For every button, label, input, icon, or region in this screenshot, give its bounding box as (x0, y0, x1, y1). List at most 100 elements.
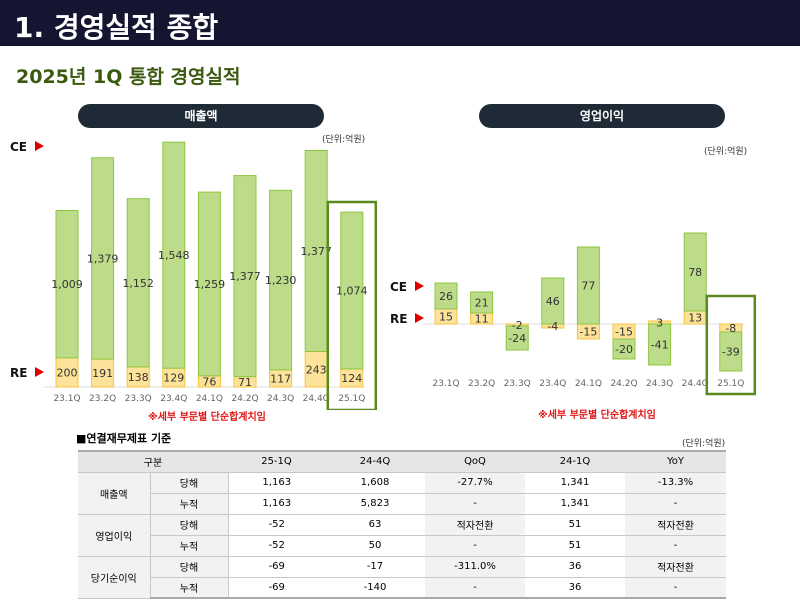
sales-chart-title: 매출액 (78, 104, 324, 128)
x-tick-label: 23.1Q (53, 394, 80, 404)
ce-value-label: 1,377 (300, 245, 332, 258)
table-cell: 1,163 (228, 472, 325, 494)
col-header: YoY (625, 450, 726, 473)
table-cell: - (425, 577, 525, 599)
play-arrow-icon (35, 367, 44, 377)
x-tick-label: 24.3Q (267, 394, 294, 404)
play-arrow-icon (415, 281, 424, 291)
row-group-label: 매출액 (78, 472, 151, 515)
op-profit-chart-title: 영업이익 (479, 104, 725, 128)
x-tick-label: 24.1Q (575, 379, 602, 389)
row-type-label: 누적 (150, 493, 229, 515)
table-cell: 1,341 (525, 472, 625, 494)
highlight-box (705, 294, 757, 396)
col-header: 24-1Q (525, 450, 625, 473)
ce-value-label: 77 (581, 280, 595, 293)
op-unit: (단위:억원) (704, 147, 748, 157)
re-value-label: 191 (92, 367, 113, 380)
table-cell: 1,608 (325, 472, 425, 494)
ce-bar (541, 277, 565, 325)
play-arrow-icon (35, 141, 44, 151)
ce-value-label: 1,152 (122, 277, 154, 290)
table-row: 누적 1,163 5,823-1,341- (78, 493, 726, 515)
table-title: ■연결재무제표 기준 (76, 432, 172, 445)
play-arrow-icon (415, 313, 424, 323)
re-value-label: 76 (202, 375, 216, 388)
table-cell: -27.7% (425, 472, 525, 494)
ce-bar (55, 209, 79, 359)
table-cell: - (625, 493, 726, 515)
table-cell: -311.0% (425, 556, 525, 578)
table-cell: - (625, 535, 726, 557)
x-tick-label: 24.1Q (196, 394, 223, 404)
table-cell: 50 (325, 535, 425, 557)
table-cell: 적자전환 (625, 556, 726, 578)
table-row: 당기순이익 당해 -69 -17 -311.0% 36 적자전환 (78, 556, 726, 599)
table-cell: 36 (525, 556, 625, 578)
op-profit-chart: 15 26 23.1Q 11 21 23.2Q -2-24 23.3Q -4 46 23.4Q -15… (390, 232, 757, 396)
row-type-label: 당해 (150, 514, 229, 536)
ce-bar (197, 191, 221, 377)
page-title: 1. 경영실적 종합 (0, 0, 800, 46)
x-tick-label: 23.4Q (160, 394, 187, 404)
table-cell: 63 (325, 514, 425, 536)
x-tick-label: 24.3Q (646, 379, 673, 389)
sales-note: ※세부 부문별 단순합계치임 (148, 412, 266, 423)
x-tick-label: 23.2Q (468, 379, 495, 389)
row-type-label: 누적 (150, 535, 229, 557)
row-type-label: 당해 (150, 472, 229, 494)
ce-value-label: 26 (439, 290, 453, 303)
re-value-label: -15 (579, 326, 597, 339)
section-subtitle: 2025년 1Q 통합 경영실적 (16, 66, 241, 88)
highlight-box (326, 200, 378, 410)
table-row: 영업이익 당해 -52 63 적자전환 51 적자전환 (78, 514, 726, 557)
row-group-label: 영업이익 (78, 514, 151, 557)
x-tick-label: 24.4Q (682, 379, 709, 389)
re-value-label: 243 (306, 363, 327, 376)
table-cell: - (425, 535, 525, 557)
x-tick-label: 24.2Q (610, 379, 637, 389)
re-value-label: 200 (57, 366, 78, 379)
x-tick-label: 23.3Q (504, 379, 531, 389)
table-cell: 적자전환 (625, 514, 726, 536)
table-row: 매출액 당해 1,163 1,608 -27.7% 1,341 -13.3% (78, 472, 726, 515)
table-row: 누적 -69 -140-36- (78, 577, 726, 599)
re-value-label: 129 (163, 372, 184, 385)
ce-value-label: -39 (722, 346, 740, 359)
table-unit: (단위:억원) (682, 439, 726, 449)
table-cell: -52 (228, 514, 325, 536)
ce-bar (719, 331, 743, 372)
ce-value-label: 1,377 (229, 270, 261, 283)
ce-legend-label: CE (390, 280, 407, 294)
ce-bar (162, 141, 186, 369)
re-value-label: -2 (512, 319, 523, 332)
row-type-label: 당해 (150, 556, 229, 578)
re-value-label: -8 (725, 322, 736, 335)
ce-bar (434, 282, 458, 310)
op-note: ※세부 부문별 단순합계치임 (538, 410, 656, 421)
ce-bar (470, 291, 494, 314)
ce-legend-label: CE (10, 140, 27, 154)
row-type-label: 누적 (150, 577, 229, 599)
re-value-label: 124 (341, 372, 362, 385)
x-tick-label: 24.2Q (231, 394, 258, 404)
table-cell: 51 (525, 514, 625, 536)
x-tick-label: 23.2Q (89, 394, 116, 404)
re-value-label: -4 (547, 320, 558, 333)
re-value-label: 117 (270, 372, 291, 385)
table-row: 누적 -52 50-51- (78, 535, 726, 557)
table-cell: -17 (325, 556, 425, 578)
table-cell: 36 (525, 577, 625, 599)
ce-value-label: 21 (475, 297, 489, 310)
ce-bar (505, 325, 529, 351)
x-tick-label: 23.1Q (432, 379, 459, 389)
ce-bar (576, 246, 600, 325)
ce-bar (683, 232, 707, 312)
table-header-row: 구분 25-1Q 24-4Q QoQ 24-1Q YoY (78, 450, 726, 473)
sales-chart: 200 1,009 23.1Q 191 1,379 23.2Q 138 1,152 23.3Q 1… (10, 140, 378, 410)
ce-bar (612, 338, 636, 360)
table-cell: -140 (325, 577, 425, 599)
table-cell: 5,823 (325, 493, 425, 515)
col-header: 구분 (78, 450, 228, 473)
table-cell: 적자전환 (425, 514, 525, 536)
